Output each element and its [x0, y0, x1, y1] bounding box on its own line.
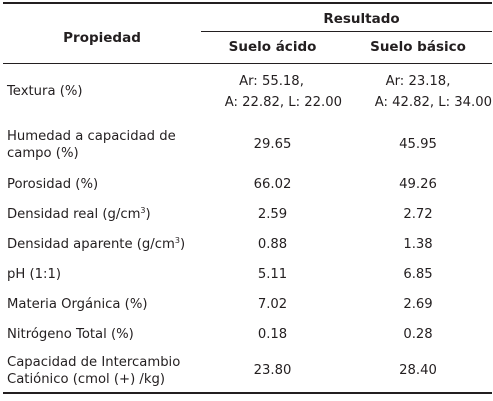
cell-line: Ar: 55.18,	[239, 73, 304, 89]
table-row: Materia Orgánica (%) 7.02 2.69	[3, 289, 492, 319]
header-suelo-acido: Suelo ácido	[201, 30, 344, 63]
header-suelo-basico: Suelo básico	[344, 30, 492, 63]
label-superscript: 3	[174, 235, 180, 245]
label-line: Catiónico (cmol (+) /kg)	[7, 371, 166, 387]
header-propiedad: Propiedad	[63, 29, 141, 46]
label-text: Densidad aparente (g/cm	[7, 236, 175, 252]
row-label-capacidad-intercambio: Capacidad de Intercambio Catiónico (cmol…	[3, 349, 201, 393]
row-label-porosidad: Porosidad (%)	[7, 176, 99, 192]
row-label-humedad: Humedad a capacidad de campo (%)	[3, 120, 201, 169]
label-line: Humedad a capacidad de	[7, 128, 176, 144]
header-resultado: Resultado	[323, 10, 400, 27]
cell-ph-basico: 6.85	[403, 266, 433, 282]
row-label-materia-organica: Materia Orgánica (%)	[7, 296, 148, 312]
soil-properties-table: Propiedad Resultado Suelo ácido Suelo bá…	[3, 2, 492, 394]
cell-nitrogeno-total-acido: 0.18	[257, 326, 288, 342]
label-superscript: 3	[140, 205, 146, 215]
cell-line: A: 42.82, L: 34.00	[374, 94, 492, 110]
cell-ph-acido: 5.11	[257, 266, 288, 282]
row-label-nitrogeno-total: Nitrógeno Total (%)	[7, 326, 134, 342]
row-label-textura: Textura (%)	[7, 84, 83, 100]
cell-densidad-aparente-acido: 0.88	[257, 236, 288, 252]
row-label-ph: pH (1:1)	[7, 266, 61, 282]
label-line: Capacidad de Intercambio	[7, 354, 181, 370]
cell-capacidad-intercambio-acido: 23.80	[253, 363, 292, 378]
table-row: Textura (%) Ar: 55.18, A: 22.82, L: 22.0…	[3, 63, 492, 120]
cell-nitrogeno-total-basico: 0.28	[403, 326, 433, 342]
cell-humedad-acido: 29.65	[253, 137, 292, 152]
cell-humedad-basico: 45.95	[399, 137, 437, 152]
label-line: campo (%)	[7, 145, 79, 161]
cell-porosidad-acido: 66.02	[253, 176, 292, 192]
cell-materia-organica-acido: 7.02	[257, 296, 288, 312]
row-label-densidad-real: Densidad real (g/cm3)	[3, 199, 201, 229]
table-row: Densidad real (g/cm3) 2.59 2.72	[3, 199, 492, 229]
cell-line: Ar: 23.18,	[385, 73, 451, 89]
label-text: )	[179, 236, 186, 252]
label-text: )	[145, 206, 151, 222]
table-row: Capacidad de Intercambio Catiónico (cmol…	[3, 349, 492, 393]
cell-capacidad-intercambio-basico: 28.40	[399, 363, 437, 378]
row-label-densidad-aparente: Densidad aparente (g/cm3)	[3, 229, 201, 259]
cell-materia-organica-basico: 2.69	[403, 296, 433, 312]
cell-densidad-real-basico: 2.72	[403, 206, 433, 222]
cell-densidad-aparente-basico: 1.38	[403, 236, 433, 252]
table-row: Densidad aparente (g/cm3) 0.88 1.38	[3, 229, 492, 259]
cell-porosidad-basico: 49.26	[399, 176, 437, 192]
cell-line: A: 22.82, L: 22.00	[224, 94, 342, 110]
table-row: Porosidad (%) 66.02 49.26	[3, 169, 492, 199]
cell-densidad-real-acido: 2.59	[257, 206, 288, 222]
table-row: Nitrógeno Total (%) 0.18 0.28	[3, 319, 492, 349]
cell-textura-basico: Ar: 23.18, A: 42.82, L: 34.00	[344, 63, 492, 120]
cell-textura-acido: Ar: 55.18, A: 22.82, L: 22.00	[201, 63, 344, 120]
table-row: pH (1:1) 5.11 6.85	[3, 259, 492, 289]
label-text: Densidad real (g/cm	[7, 206, 141, 222]
table-row: Humedad a capacidad de campo (%) 29.65 4…	[3, 120, 492, 169]
